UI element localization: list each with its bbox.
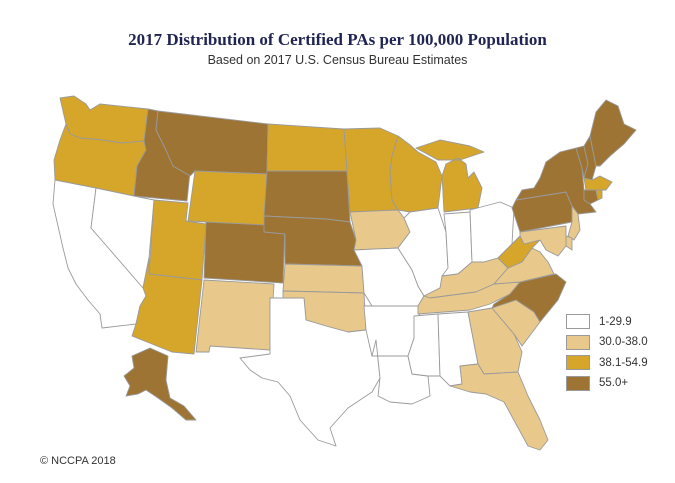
map-subtitle: Based on 2017 U.S. Census Bureau Estimat… [207, 53, 468, 67]
legend: 1-29.9 30.0-38.0 38.1-54.9 55.0+ [566, 314, 648, 396]
state-tx [239, 297, 381, 447]
state-nj [567, 205, 581, 241]
legend-label: 30.0-38.0 [599, 336, 648, 348]
state-sd [263, 170, 351, 223]
state-me [589, 99, 637, 167]
state-ct [583, 189, 599, 205]
state-nd [266, 123, 348, 172]
state-mi [415, 139, 485, 213]
state-nc [491, 273, 567, 323]
state-shapes [52, 95, 637, 451]
copyright-notice: © NCCPA 2018 [40, 455, 116, 467]
state-ak [123, 347, 197, 421]
legend-swatch [566, 375, 590, 391]
state-mt [155, 110, 269, 177]
legend-label: 1-29.9 [599, 315, 632, 328]
legend-item: 30.0-38.0 [566, 334, 648, 350]
legend-item: 1-29.9 [566, 314, 648, 329]
state-nm [195, 279, 275, 353]
state-co [203, 221, 286, 284]
legend-label: 38.1-54.9 [599, 356, 648, 369]
state-az [131, 257, 203, 355]
state-fl [449, 363, 549, 451]
legend-swatch [566, 314, 590, 329]
state-wy [187, 170, 268, 226]
state-ri [595, 189, 603, 201]
legend-swatch [566, 334, 590, 350]
legend-swatch [566, 355, 590, 370]
legend-item: 55.0+ [566, 375, 648, 391]
state-md [519, 225, 567, 257]
state-de [565, 235, 573, 251]
state-ks [282, 263, 365, 294]
legend-item: 38.1-54.9 [566, 355, 648, 370]
legend-label: 55.0+ [599, 377, 629, 389]
map-title: 2017 Distribution of Certified PAs per 1… [128, 30, 547, 49]
